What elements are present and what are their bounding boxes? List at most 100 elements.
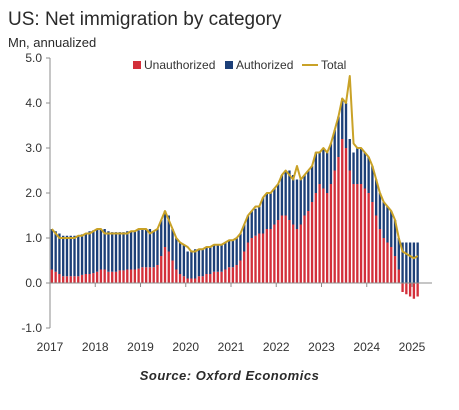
bar-authorized xyxy=(401,242,404,283)
bar-unauthorized xyxy=(58,274,61,283)
bar-authorized xyxy=(310,166,314,202)
chart-subtitle: Mn, annualized xyxy=(8,35,97,50)
bar-unauthorized xyxy=(80,274,84,283)
bar-unauthorized xyxy=(299,224,302,283)
bar-authorized xyxy=(318,152,321,184)
bar-unauthorized xyxy=(190,278,193,283)
bar-unauthorized xyxy=(325,193,329,283)
legend-label-unauthorized: Unauthorized xyxy=(144,58,215,72)
bar-authorized xyxy=(99,229,103,270)
bar-authorized xyxy=(344,103,348,148)
bar-authorized xyxy=(352,152,355,184)
bar-unauthorized xyxy=(216,271,219,283)
bar-authorized xyxy=(243,224,246,252)
bar-unauthorized xyxy=(178,274,182,283)
bar-authorized xyxy=(144,229,148,268)
bar-unauthorized xyxy=(197,276,201,283)
axis-layer: 5.0 4.0 3.0 2.0 1.0 0.0 -1.0 2017 2018 2019 2020 20… xyxy=(21,51,432,354)
bar-unauthorized xyxy=(307,211,310,283)
bar-authorized xyxy=(152,231,155,268)
bar-authorized xyxy=(194,249,197,279)
bar-unauthorized xyxy=(148,267,152,283)
bar-authorized xyxy=(141,229,144,268)
bar-unauthorized xyxy=(250,238,253,283)
bar-authorized xyxy=(378,193,382,229)
bar-authorized xyxy=(273,188,276,225)
bar-unauthorized xyxy=(103,269,106,283)
bar-authorized xyxy=(171,229,174,261)
bar-authorized xyxy=(50,229,54,270)
bar-authorized xyxy=(359,148,363,184)
bar-unauthorized xyxy=(65,276,69,283)
legend-label-authorized: Authorized xyxy=(236,58,293,72)
bar-unauthorized xyxy=(73,276,76,283)
bar-authorized xyxy=(58,233,61,274)
x-tick-label: 2019 xyxy=(127,340,154,354)
bar-unauthorized xyxy=(220,271,223,283)
bar-authorized xyxy=(122,232,125,271)
bar-authorized xyxy=(322,148,325,189)
bar-authorized xyxy=(276,184,280,220)
bar-authorized xyxy=(95,229,99,272)
bar-unauthorized xyxy=(322,188,325,283)
total-line xyxy=(51,75,419,260)
bar-unauthorized xyxy=(386,242,389,283)
bar-authorized xyxy=(84,233,87,274)
bar-unauthorized xyxy=(163,247,167,283)
bar-unauthorized xyxy=(393,256,397,283)
bar-authorized xyxy=(209,247,212,274)
bar-authorized xyxy=(77,235,80,277)
bar-authorized xyxy=(156,229,159,265)
bar-unauthorized xyxy=(239,260,242,283)
bar-unauthorized xyxy=(401,283,404,292)
bar-unauthorized xyxy=(175,269,178,283)
bar-unauthorized xyxy=(295,229,299,283)
bar-authorized xyxy=(126,231,129,270)
bar-unauthorized xyxy=(348,170,351,283)
chart-source: Source: Oxford Economics xyxy=(139,368,320,383)
bar-unauthorized xyxy=(62,276,65,283)
bar-authorized xyxy=(54,231,57,272)
bar-unauthorized xyxy=(261,233,265,283)
bar-authorized xyxy=(178,242,182,274)
bar-unauthorized xyxy=(50,269,54,283)
bar-unauthorized xyxy=(84,274,87,283)
bar-authorized xyxy=(405,242,408,283)
bar-unauthorized xyxy=(111,271,114,283)
bar-unauthorized xyxy=(133,269,137,283)
bar-authorized xyxy=(408,242,412,283)
bar-authorized xyxy=(107,231,110,272)
bar-unauthorized xyxy=(288,220,291,283)
bar-unauthorized xyxy=(246,242,250,283)
bar-authorized xyxy=(114,232,118,272)
bar-authorized xyxy=(386,206,389,243)
bar-unauthorized xyxy=(303,215,306,283)
y-tick-label: 5.0 xyxy=(25,51,42,65)
bar-unauthorized xyxy=(333,170,336,283)
y-tick-label: -1.0 xyxy=(21,321,42,335)
bar-unauthorized xyxy=(273,224,276,283)
bar-authorized xyxy=(227,240,231,268)
bar-unauthorized xyxy=(152,267,155,283)
bar-unauthorized xyxy=(227,267,231,283)
bar-authorized xyxy=(314,152,318,193)
bar-authorized xyxy=(303,175,306,216)
bar-authorized xyxy=(393,220,397,256)
bar-authorized xyxy=(397,238,400,270)
bar-unauthorized xyxy=(137,268,140,283)
bar-authorized xyxy=(175,238,178,270)
bar-unauthorized xyxy=(405,283,408,295)
bar-unauthorized xyxy=(54,271,57,283)
x-tick-label: 2025 xyxy=(399,340,426,354)
bar-unauthorized xyxy=(382,238,385,283)
bar-authorized xyxy=(111,232,114,272)
bar-authorized xyxy=(246,215,250,243)
bar-authorized xyxy=(371,166,374,202)
bar-authorized xyxy=(65,235,69,277)
bar-unauthorized xyxy=(224,269,227,283)
legend: Unauthorized Authorized Total xyxy=(133,58,346,72)
bar-authorized xyxy=(329,143,333,184)
bar-unauthorized xyxy=(194,278,197,283)
bar-unauthorized xyxy=(416,283,419,297)
bar-unauthorized xyxy=(144,267,148,283)
